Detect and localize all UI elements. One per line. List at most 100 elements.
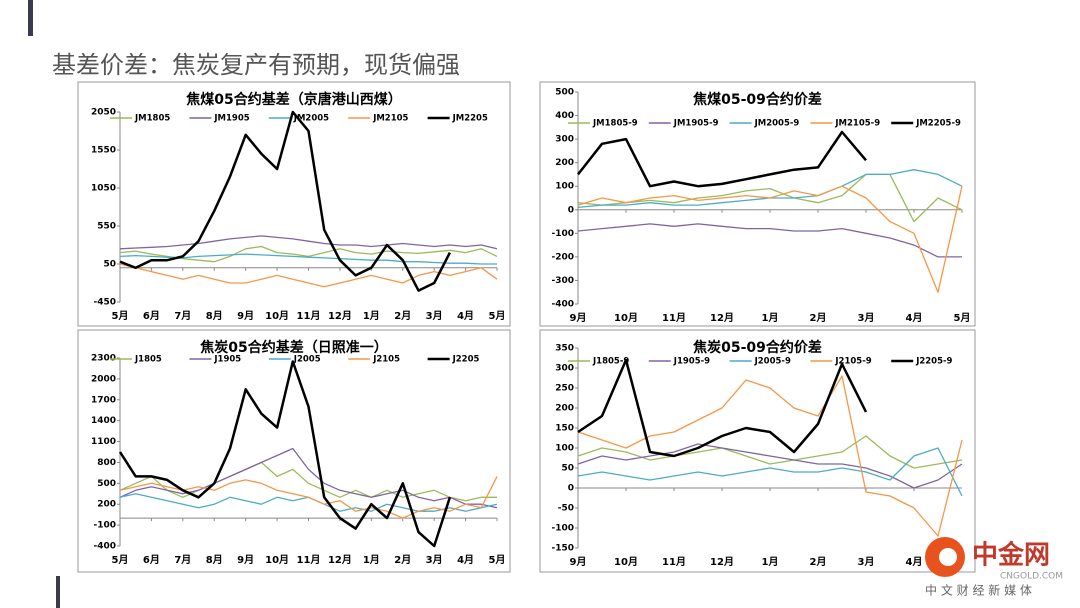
x-tick-label: 9月 [237,554,254,566]
y-tick-label: 50 [103,260,116,270]
series-line [577,447,963,497]
series-line [577,185,963,293]
x-tick-label: 9月 [570,556,587,568]
y-tick-label: 0 [568,484,574,494]
y-tick-label: 1700 [91,395,116,405]
legend-label: J1805 [134,355,162,365]
x-tick-label: 10月 [614,556,638,568]
watermark-url: CNGOLD.COM [1000,572,1063,582]
y-tick-label: 300 [555,364,574,374]
watermark-name: 中金网 [972,540,1050,571]
x-tick-label: 9月 [237,310,254,322]
x-tick-label: 3月 [858,556,875,568]
series-line [119,263,498,288]
legend-label: J2105 [372,355,400,365]
x-tick-label: 1月 [762,556,779,568]
chart-frame [539,329,976,573]
series-line [119,245,498,263]
legend-label: JM2105 [372,114,408,124]
y-tick-label: 100 [555,182,574,192]
x-tick-label: 2月 [810,556,827,568]
x-tick-label: 5月 [489,310,506,322]
y-tick-label: 800 [97,458,116,468]
series-line [577,173,963,223]
x-tick-label: 2月 [394,554,411,566]
series-line [577,375,963,537]
x-tick-label: 5月 [112,310,129,322]
x-tick-label: 12月 [328,554,352,566]
watermark: 中金网 CNGOLD.COM 中 文 财 经 新 媒 体 [925,537,1063,598]
y-tick-label: -400 [93,542,116,552]
series-line [119,461,497,502]
legend-label: JM2005 [293,114,329,124]
watermark-tagline: 中 文 财 经 新 媒 体 [925,583,1032,598]
legend-label: J1805-9 [592,357,629,367]
y-tick-label: 2000 [91,374,116,384]
y-tick-label: -200 [551,252,574,262]
y-tick-label: -150 [551,544,574,554]
legend-label: JM1805-9 [592,119,638,129]
legend-label: JM2205 [452,114,488,124]
x-tick-label: 10月 [265,554,289,566]
y-tick-label: -50 [558,504,574,514]
x-tick-label: 11月 [297,310,321,322]
chart: -150 -100 -50 0 50 100 150 200 250 300 350 9月 10月 11月… [539,329,976,573]
watermark-logo [939,548,957,566]
y-tick-label: 500 [555,88,574,98]
y-tick-label: 300 [555,135,574,145]
x-tick-label: 6月 [143,310,160,322]
x-tick-label: 2月 [810,312,827,324]
slide-title: 基差价差：焦炭复产有预期，现货偏强 [52,51,460,79]
y-tick-label: -100 [551,229,574,239]
x-tick-label: 12月 [328,310,352,322]
y-tick-label: 200 [555,404,574,414]
x-tick-label: 4月 [906,312,923,324]
legend-label: J2205-9 [915,357,952,367]
y-tick-label: 0 [568,205,574,215]
x-tick-label: 10月 [265,310,289,322]
x-tick-label: 6月 [143,554,160,566]
x-tick-label: 3月 [426,310,443,322]
chart-title: 焦煤05-09合约价差 [692,91,822,108]
y-tick-label: -100 [551,524,574,534]
series-line [118,360,452,548]
x-tick-label: 5月 [954,312,971,324]
y-tick-label: 1550 [91,146,116,156]
x-tick-label: 8月 [206,310,223,322]
x-tick-label: 5月 [112,554,129,566]
y-tick-label: 400 [555,111,574,121]
chart-title: 焦炭05合约基差（日照准一） [199,339,387,356]
x-tick-label: 3月 [858,312,875,324]
legend-label: J2005 [293,355,321,365]
x-tick-label: 1月 [762,312,779,324]
legend-label: JM2105-9 [834,119,880,129]
x-tick-label: 4月 [457,554,474,566]
y-tick-label: 2300 [91,354,116,364]
legend-label: JM2005-9 [754,119,800,129]
x-tick-label: 10月 [614,312,638,324]
chart-frame [77,81,511,327]
y-tick-label: 50 [561,464,574,474]
y-tick-label: 1400 [91,416,116,426]
chart-title: 焦煤05合约基差（京唐港山西煤） [185,91,401,108]
x-tick-label: 12月 [710,556,734,568]
x-tick-label: 7月 [174,554,191,566]
series-line [577,358,868,458]
legend-label: J1905-9 [673,357,710,367]
legend-label: J2005-9 [754,357,791,367]
accent-bar [56,576,60,608]
x-tick-label: 12月 [710,312,734,324]
series-line [119,253,497,265]
x-tick-label: 4月 [906,556,923,568]
x-tick-label: 11月 [662,312,686,324]
y-tick-label: 100 [555,444,574,454]
y-tick-label: -450 [93,298,116,308]
y-tick-label: 500 [97,479,116,489]
y-tick-label: -300 [551,276,574,286]
chart: -400 -100 200 500 800 1100 1400 1700 2000 2300 5月 6… [77,329,511,573]
series-line [119,235,498,250]
legend-label: JM2205-9 [915,119,961,129]
y-tick-label: 350 [555,344,574,354]
